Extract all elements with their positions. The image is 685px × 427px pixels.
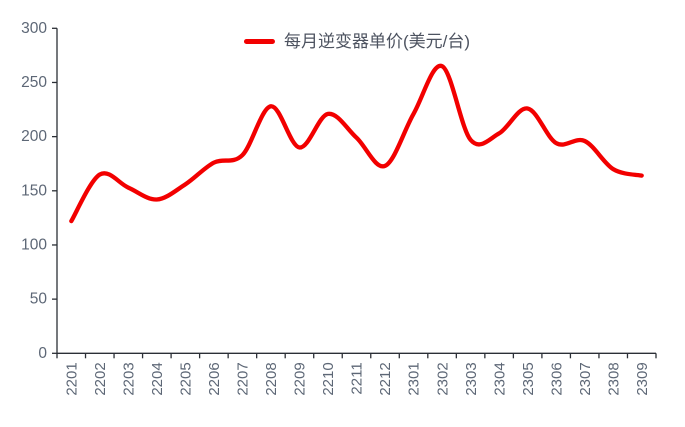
x-tick-label: 2201 [63, 362, 80, 395]
y-tick-label: 250 [21, 74, 47, 91]
x-tick-label: 2207 [235, 362, 252, 395]
y-tick-label: 200 [21, 128, 47, 145]
x-tick-label: 2306 [548, 362, 565, 395]
price-series-line[interactable] [69, 64, 644, 224]
x-tick-label: 2212 [377, 362, 394, 395]
x-tick-label: 2307 [577, 362, 594, 395]
x-tick-label: 2303 [463, 362, 480, 395]
x-tick-label: 2208 [263, 362, 280, 395]
x-tick-label: 2206 [206, 362, 223, 395]
y-tick-label: 50 [30, 291, 48, 308]
x-tick-label: 2305 [520, 362, 537, 395]
legend-line-marker [243, 39, 275, 44]
x-tick-label: 2304 [491, 362, 508, 395]
y-axis-ticks: 0 50 100 150 200 250 300 [21, 20, 57, 362]
y-tick-label: 100 [21, 236, 47, 253]
y-tick-label: 150 [21, 182, 47, 199]
x-tick-label: 2309 [634, 362, 651, 395]
axes [56, 28, 656, 354]
x-axis-ticks: 2201 2202 2203 2204 2205 2206 2207 2208 2209 2210… [56, 353, 657, 396]
x-tick-label: 2209 [292, 362, 309, 395]
y-tick-label: 300 [21, 20, 47, 37]
x-tick-label: 2211 [349, 362, 366, 394]
x-tick-label: 2308 [605, 362, 622, 395]
legend-label: 每月逆变器单价(美元/台) [283, 32, 471, 51]
x-tick-label: 2202 [92, 362, 109, 395]
x-tick-label: 2203 [121, 362, 138, 395]
x-tick-label: 2210 [320, 362, 337, 395]
x-tick-label: 2205 [178, 362, 195, 395]
x-tick-label: 2302 [434, 362, 451, 395]
x-tick-label: 2301 [406, 362, 423, 395]
legend[interactable]: 每月逆变器单价(美元/台) [243, 32, 471, 51]
y-tick-label: 0 [38, 345, 47, 362]
x-tick-label: 2204 [149, 362, 166, 395]
